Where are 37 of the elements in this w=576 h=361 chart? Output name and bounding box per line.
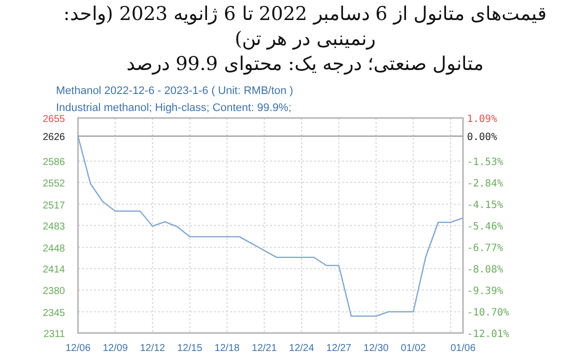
chart-title: قیمت‌های متانول از 6 دسامبر 2022 تا 6 ژانویه 2023 (واحد: رنمینبی در هر تن) [62, 2, 548, 52]
y-tick-label: 2448 [42, 243, 66, 254]
y-tick-label: 2345 [42, 308, 66, 319]
x-tick-label: 01/02 [400, 343, 426, 354]
y-tick-label: 2626 [42, 132, 66, 144]
x-tick-label: 12/24 [289, 343, 314, 354]
y2-tick-label: 1.09% [467, 114, 498, 125]
y-tick-label: 2483 [42, 222, 66, 232]
x-tick-label: 12/30 [364, 343, 390, 354]
x-tick-label: 12/27 [326, 343, 352, 354]
y-tick-label: 2517 [42, 200, 66, 212]
y-tick-label: 2655 [42, 114, 66, 125]
y-tick-label: 2586 [42, 157, 66, 168]
x-tick-label: 12/21 [252, 343, 278, 354]
x-tick-label: 12/06 [65, 343, 91, 354]
x-tick-label: 12/12 [140, 343, 166, 354]
y-tick-label: 2380 [42, 286, 66, 297]
chart-subtitle: متانول صنعتی؛ درجه یک: محتوای 99.9 درصد [126, 52, 484, 77]
y2-tick-label: -5.46% [467, 222, 504, 232]
y2-tick-label: 0.00% [467, 132, 498, 143]
y2-tick-label: -10.70% [467, 308, 510, 318]
x-tick-label: 12/15 [177, 343, 203, 354]
x-tick-label: 01/06 [450, 343, 476, 354]
x-tick-label: 12/18 [214, 343, 240, 354]
text: Methanol 2022-12-6 - 2023-1-6 ( Unit: RMB/ton ) [56, 85, 294, 97]
y2-tick-label: -8.08% [467, 264, 504, 276]
x-tick-label: 12/09 [102, 343, 128, 354]
y2-tick-label: -6.77% [467, 243, 504, 254]
y-tick-label: 2311 [43, 329, 66, 340]
y2-tick-label: -2.84% [467, 178, 504, 190]
y2-tick-label: -9.39% [467, 286, 504, 297]
y-tick-label: 2552 [42, 178, 66, 190]
y-tick-label: 2414 [42, 264, 66, 276]
y2-tick-label: -4.15% [467, 200, 504, 211]
y2-tick-label: -12.01% [467, 329, 510, 340]
text: Industrial methanol; High-class; Content: 99.9%; [56, 102, 292, 114]
y2-tick-label: -1.53% [467, 157, 504, 168]
